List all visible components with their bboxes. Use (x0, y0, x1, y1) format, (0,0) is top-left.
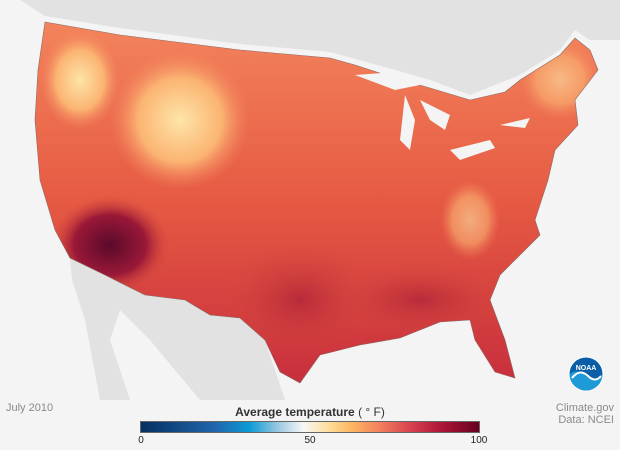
legend-tick-min: 0 (138, 435, 144, 446)
temperature-map (0, 0, 620, 400)
credit-label: Climate.gov (555, 402, 614, 414)
data-source-label: Data: NCEI (558, 414, 614, 426)
legend-tick-mid: 50 (304, 435, 316, 446)
canada-landmass (0, 0, 620, 95)
legend-title: Average temperature ( ° F) (140, 405, 480, 419)
noaa-logo: NOAA (568, 356, 604, 392)
mexico-landmass (70, 258, 285, 400)
legend-unit: ( ° F) (358, 405, 385, 419)
legend-tick-max: 100 (470, 435, 488, 446)
credit-block: Climate.gov Data: NCEI (556, 402, 614, 426)
date-label: July 2010 (6, 402, 54, 414)
legend-variable: Average temperature (235, 405, 355, 419)
color-scale-bar (140, 421, 480, 433)
great-lakes (355, 72, 530, 160)
svg-text:NOAA: NOAA (576, 365, 597, 372)
